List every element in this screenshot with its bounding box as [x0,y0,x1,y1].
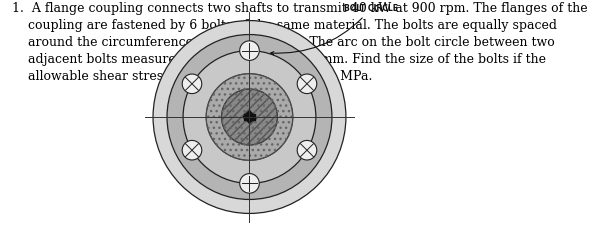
Circle shape [297,140,317,160]
Circle shape [297,74,317,94]
Circle shape [240,174,259,193]
Circle shape [182,74,202,94]
Circle shape [153,21,346,213]
Circle shape [206,74,293,160]
Text: 1.  A flange coupling connects two shafts to transmit 40 kW at 900 rpm. The flan: 1. A flange coupling connects two shafts… [12,2,587,83]
Text: BOLT CIRCLE: BOLT CIRCLE [271,4,398,55]
Circle shape [240,41,259,60]
Circle shape [182,140,202,160]
Circle shape [183,51,316,183]
Circle shape [167,35,332,199]
Circle shape [222,89,277,145]
Polygon shape [243,111,256,123]
Polygon shape [244,114,255,120]
